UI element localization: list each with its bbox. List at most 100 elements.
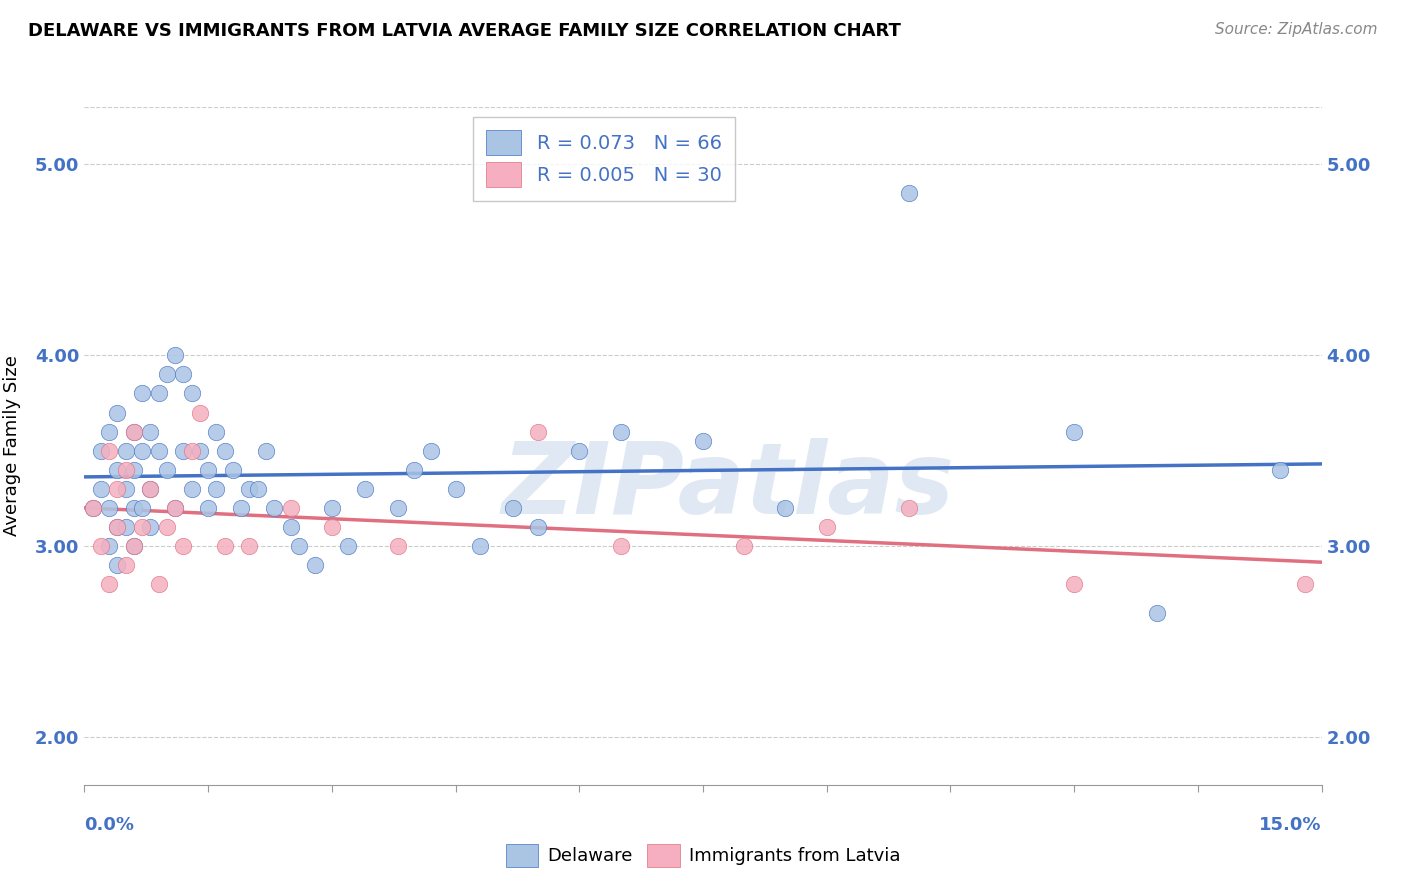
Text: DELAWARE VS IMMIGRANTS FROM LATVIA AVERAGE FAMILY SIZE CORRELATION CHART: DELAWARE VS IMMIGRANTS FROM LATVIA AVERA… xyxy=(28,22,901,40)
Point xyxy=(114,520,136,534)
Point xyxy=(568,443,591,458)
Point xyxy=(82,501,104,516)
Point xyxy=(238,539,260,553)
Point xyxy=(337,539,360,553)
Point xyxy=(98,539,121,553)
Point xyxy=(165,501,187,516)
Point xyxy=(280,501,302,516)
Point xyxy=(898,501,921,516)
Point xyxy=(229,501,252,516)
Point xyxy=(148,443,170,458)
Point xyxy=(114,482,136,496)
Point xyxy=(387,539,409,553)
Point xyxy=(419,443,441,458)
Point xyxy=(122,425,145,439)
Point xyxy=(609,425,631,439)
Point xyxy=(321,520,343,534)
Point xyxy=(527,520,550,534)
Text: ZIPatlas: ZIPatlas xyxy=(501,438,955,535)
Point xyxy=(148,386,170,401)
Point xyxy=(898,186,921,200)
Point xyxy=(172,368,194,382)
Point xyxy=(90,443,112,458)
Text: Source: ZipAtlas.com: Source: ZipAtlas.com xyxy=(1215,22,1378,37)
Point xyxy=(180,386,202,401)
Point xyxy=(214,443,236,458)
Point xyxy=(105,520,128,534)
Point xyxy=(1294,577,1316,591)
Point xyxy=(131,501,153,516)
Point xyxy=(131,386,153,401)
Point xyxy=(139,520,162,534)
Point xyxy=(733,539,755,553)
Point xyxy=(98,501,121,516)
Point xyxy=(172,443,194,458)
Point xyxy=(205,425,228,439)
Point xyxy=(82,501,104,516)
Point xyxy=(238,482,260,496)
Point xyxy=(122,425,145,439)
Point xyxy=(114,558,136,573)
Point xyxy=(90,539,112,553)
Point xyxy=(122,463,145,477)
Point xyxy=(188,406,211,420)
Point xyxy=(131,520,153,534)
Point xyxy=(188,443,211,458)
Point xyxy=(205,482,228,496)
Point xyxy=(1146,606,1168,620)
Point xyxy=(321,501,343,516)
Point xyxy=(98,577,121,591)
Point xyxy=(444,482,467,496)
Point xyxy=(172,539,194,553)
Point xyxy=(139,482,162,496)
Point xyxy=(1270,463,1292,477)
Point xyxy=(197,463,219,477)
Point xyxy=(156,368,179,382)
Point xyxy=(609,539,631,553)
Point xyxy=(280,520,302,534)
Point xyxy=(139,482,162,496)
Point xyxy=(263,501,285,516)
Point xyxy=(105,520,128,534)
Point xyxy=(98,443,121,458)
Point xyxy=(165,348,187,362)
Point xyxy=(180,482,202,496)
Point xyxy=(165,501,187,516)
Point xyxy=(105,558,128,573)
Point xyxy=(775,501,797,516)
Point xyxy=(197,501,219,516)
Point xyxy=(353,482,375,496)
Point xyxy=(105,482,128,496)
Text: 15.0%: 15.0% xyxy=(1260,816,1322,834)
Y-axis label: Average Family Size: Average Family Size xyxy=(3,356,21,536)
Point xyxy=(131,443,153,458)
Point xyxy=(114,463,136,477)
Point xyxy=(527,425,550,439)
Point xyxy=(502,501,524,516)
Point xyxy=(692,434,714,449)
Point xyxy=(222,463,245,477)
Text: 0.0%: 0.0% xyxy=(84,816,135,834)
Legend: Delaware, Immigrants from Latvia: Delaware, Immigrants from Latvia xyxy=(499,837,907,874)
Point xyxy=(122,539,145,553)
Point xyxy=(815,520,838,534)
Point xyxy=(1063,425,1085,439)
Point xyxy=(387,501,409,516)
Point xyxy=(404,463,426,477)
Point xyxy=(105,406,128,420)
Point xyxy=(304,558,326,573)
Point xyxy=(288,539,311,553)
Point xyxy=(90,482,112,496)
Point xyxy=(148,577,170,591)
Point xyxy=(1063,577,1085,591)
Point xyxy=(122,539,145,553)
Point xyxy=(246,482,269,496)
Point xyxy=(114,443,136,458)
Point xyxy=(156,520,179,534)
Point xyxy=(105,463,128,477)
Point xyxy=(122,501,145,516)
Point xyxy=(156,463,179,477)
Point xyxy=(470,539,492,553)
Point xyxy=(180,443,202,458)
Point xyxy=(139,425,162,439)
